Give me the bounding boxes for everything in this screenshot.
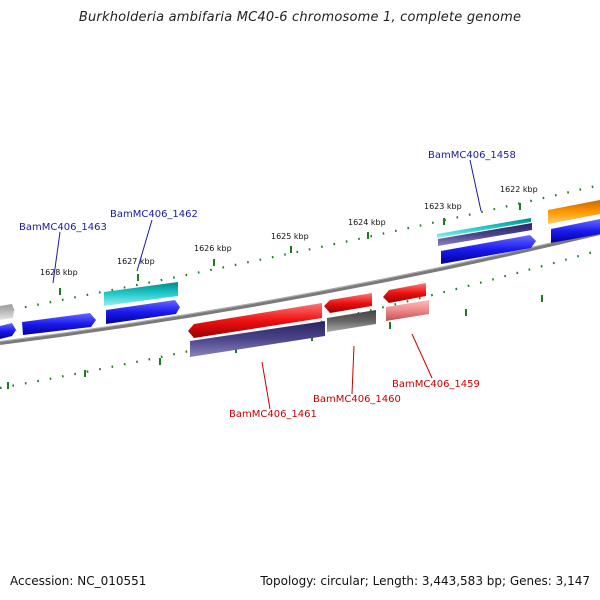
tick-label-1626: 1626 kbp	[194, 244, 232, 253]
tick-label-1627: 1627 kbp	[117, 257, 155, 266]
tick-label-1623: 1623 kbp	[424, 202, 462, 211]
gene-label-1459[interactable]: BamMC406_1459	[392, 379, 480, 390]
gene-1461-arrow[interactable]	[188, 303, 322, 338]
gene-label-1463[interactable]: BamMC406_1463	[19, 222, 107, 233]
gene-label-1458[interactable]: BamMC406_1458	[428, 150, 516, 161]
gene-1458-cog[interactable]	[438, 223, 532, 246]
gene-label-1461[interactable]: BamMC406_1461	[229, 409, 317, 420]
gene-label-1460[interactable]: BamMC406_1460	[313, 394, 401, 405]
reverse-strand-features	[188, 283, 429, 357]
topology-text: Topology: circular; Length: 3,443,583 bp…	[260, 574, 590, 588]
tick-label-1628: 1628 kbp	[40, 268, 78, 277]
gene-1462-rna[interactable]	[104, 282, 178, 306]
tick-label-1624: 1624 kbp	[348, 218, 386, 227]
map-title: Burkholderia ambifaria MC40-6 chromosome…	[78, 10, 522, 25]
gene-1459-cog[interactable]	[386, 300, 429, 321]
accession-text: Accession: NC_010551	[10, 574, 147, 588]
label-leaders	[52, 159, 482, 410]
gene-1459-arrow[interactable]	[383, 283, 426, 303]
gene-1458-rna[interactable]	[437, 218, 531, 238]
chromosome-backbone	[0, 231, 600, 345]
gene-1460-arrow[interactable]	[324, 293, 372, 313]
gene-1461-cog[interactable]	[190, 321, 325, 357]
gene-arrow[interactable]	[548, 200, 600, 224]
outer-tick-track	[0, 183, 600, 314]
forward-strand-features	[0, 200, 600, 339]
tick-label-1622: 1622 kbp	[500, 185, 538, 194]
gene-arrow[interactable]	[441, 235, 536, 264]
gene-arrow[interactable]	[0, 323, 16, 339]
gene-arrow[interactable]	[551, 219, 600, 243]
gene-arrow[interactable]	[22, 313, 96, 335]
gene-arrow[interactable]	[106, 300, 180, 324]
tick-label-1625: 1625 kbp	[271, 232, 309, 241]
gene-arrow[interactable]	[0, 304, 14, 320]
gene-1460-cog[interactable]	[327, 310, 376, 332]
gene-label-1462[interactable]: BamMC406_1462	[110, 209, 198, 220]
